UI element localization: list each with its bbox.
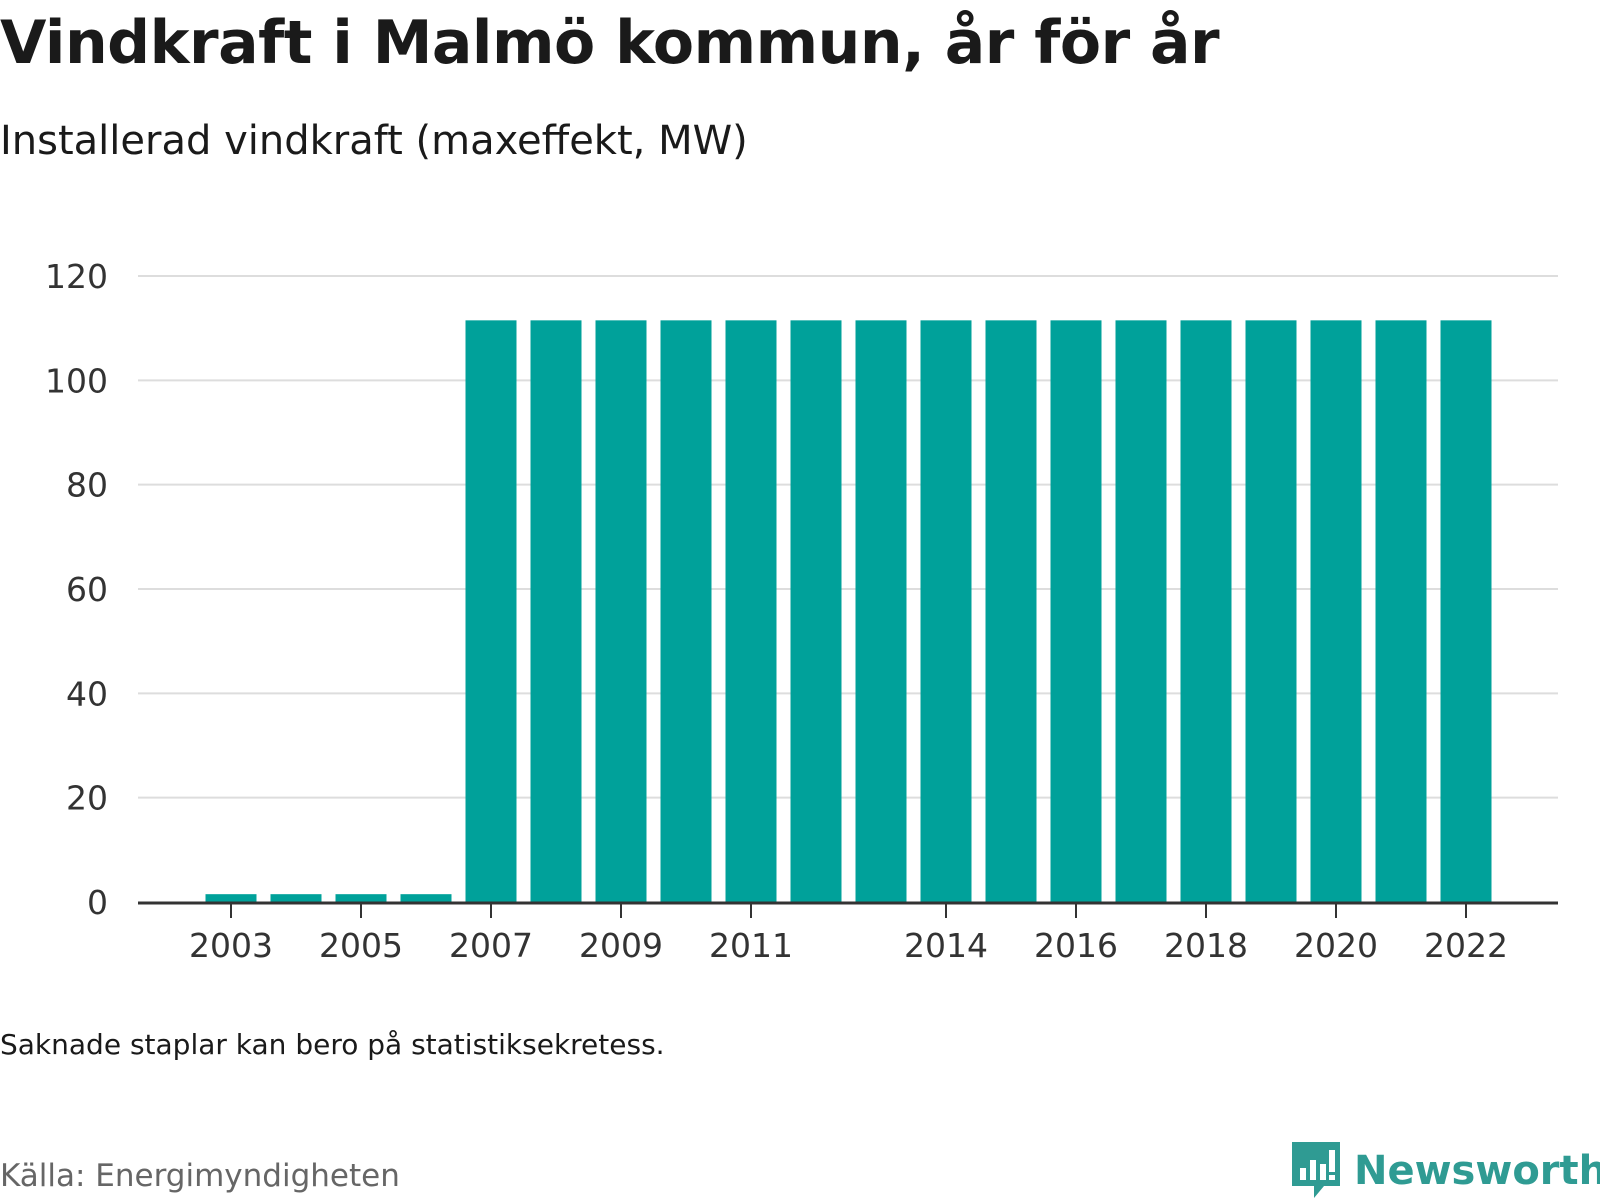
newsworthy-logo-icon [1292,1142,1340,1198]
bar-2004 [270,894,322,902]
bar-2013 [855,320,907,902]
footnote: Saknade staplar kan bero på statistiksek… [0,1028,665,1061]
x-tick-label: 2009 [579,926,663,965]
bar-2008 [530,320,582,902]
bar-2021 [1375,320,1427,902]
chart-subtitle: Installerad vindkraft (maxeffekt, MW) [0,118,748,164]
y-tick-label: 80 [66,466,108,505]
axes: 0 20 40 60 80 100 120 2003 2005 2007 2009 2011 2014 2… [45,257,1558,965]
bar-2020 [1310,320,1362,902]
x-tick-label: 2005 [319,926,403,965]
y-tick-label: 20 [66,779,108,818]
x-tick-label: 2018 [1164,926,1248,965]
x-tick-label: 2011 [709,926,793,965]
y-tick-label: 120 [45,257,108,296]
bar-2009 [595,320,647,902]
x-tick-label: 2022 [1424,926,1508,965]
bar-2005 [335,894,387,902]
chart-title: Vindkraft i Malmö kommun, år för år [0,8,1220,78]
bar-2010 [660,320,712,902]
y-tick-label: 40 [66,674,108,713]
bar-2006 [400,894,452,902]
bar-2011 [725,320,777,902]
bar-2003 [205,894,257,902]
bar-2007 [465,320,517,902]
x-tick-label: 2014 [904,926,988,965]
x-tick-label: 2016 [1034,926,1118,965]
bar-2012 [790,320,842,902]
y-tick-label: 0 [87,883,108,922]
bar-chart: 0 20 40 60 80 100 120 2003 2005 2007 2009 2011 2014 2… [45,257,1558,965]
bar-2019 [1245,320,1297,902]
brand-name: Newsworthy [1354,1148,1600,1194]
x-tick-label: 2007 [449,926,533,965]
x-tick-label: 2020 [1294,926,1378,965]
source-label: Källa: Energimyndigheten [0,1158,400,1194]
y-tick-label: 60 [66,570,108,609]
bar-2017 [1115,320,1167,902]
brand-logo: Newsworthy [1290,1142,1600,1200]
bar-2014 [920,320,972,902]
x-tick-label: 2003 [189,926,273,965]
bar-2018 [1180,320,1232,902]
bar-2022 [1440,320,1492,902]
y-tick-label: 100 [45,361,108,400]
bar-2015 [985,320,1037,902]
bar-2016 [1050,320,1102,902]
bars [205,320,1492,902]
